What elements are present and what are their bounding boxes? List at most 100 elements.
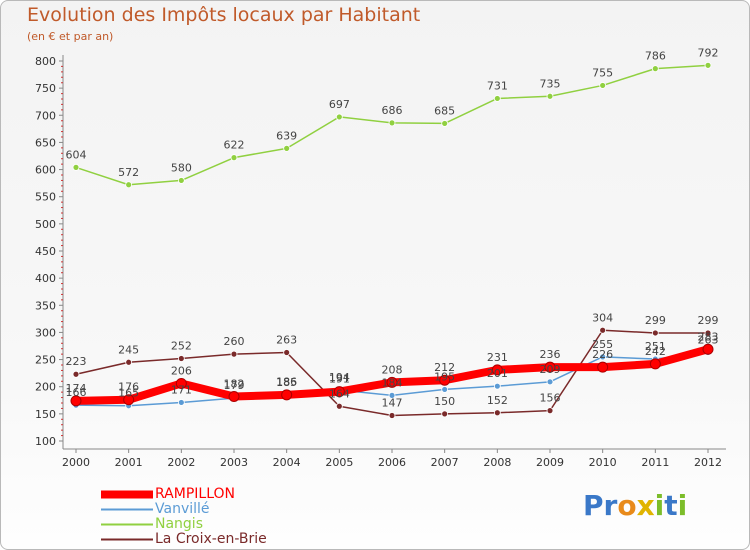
data-point: [281, 389, 293, 401]
data-label: 263: [276, 334, 297, 347]
data-point: [125, 358, 133, 366]
legend-label-nangis: Nangis: [155, 516, 203, 532]
data-point: [441, 120, 449, 127]
data-label: 622: [224, 139, 245, 152]
y-tick-label: 500: [35, 218, 56, 231]
x-tick-label: 2010: [589, 456, 617, 469]
y-tick-label: 750: [35, 82, 56, 95]
legend-label-la-croix-en-brie: La Croix-en-Brie: [155, 531, 267, 547]
data-point: [70, 395, 82, 407]
data-label: 242: [645, 345, 666, 358]
x-tick-label: 2003: [220, 456, 248, 469]
data-point: [175, 377, 187, 389]
legend-swatch-la-croix-en-brie: [101, 538, 153, 541]
x-tick-label: 2006: [378, 456, 406, 469]
data-label: 299: [645, 314, 666, 327]
data-label: 179: [224, 379, 245, 392]
data-point: [599, 82, 607, 89]
x-tick-label: 2000: [62, 456, 90, 469]
data-point: [72, 370, 80, 378]
data-point: [177, 399, 185, 406]
legend-label-rampillon: RAMPILLON: [155, 486, 235, 502]
logo-letter: o: [617, 489, 637, 522]
data-label: 686: [382, 104, 403, 117]
data-point: [597, 361, 609, 373]
y-tick-label: 150: [35, 408, 56, 421]
y-tick-label: 650: [35, 136, 56, 149]
data-label: 206: [171, 364, 192, 377]
logo-letter: P: [583, 489, 604, 522]
logo-letter: i: [677, 489, 688, 522]
y-tick-label: 350: [35, 299, 56, 312]
data-label: 223: [66, 355, 87, 368]
data-label: 792: [698, 46, 719, 59]
data-point: [702, 343, 714, 355]
data-point: [439, 374, 451, 386]
data-point: [544, 361, 556, 373]
y-tick-label: 100: [35, 435, 56, 448]
data-point: [493, 409, 501, 417]
data-label: 182: [224, 377, 245, 390]
data-label: 186: [276, 375, 297, 388]
data-point: [546, 407, 554, 415]
data-label: 209: [540, 363, 561, 376]
data-label: 283: [698, 330, 719, 343]
x-tick-label: 2012: [694, 456, 722, 469]
data-label: 208: [382, 363, 403, 376]
data-label: 185: [276, 376, 297, 389]
data-label: 231: [487, 351, 508, 364]
data-point: [441, 410, 449, 418]
data-label: 255: [592, 338, 613, 351]
y-tick-label: 450: [35, 245, 56, 258]
data-point: [388, 412, 396, 419]
x-tick-label: 2001: [115, 456, 143, 469]
data-point: [704, 329, 712, 337]
data-point: [704, 61, 712, 69]
data-point: [177, 177, 185, 184]
data-label: 236: [540, 348, 561, 361]
data-point: [283, 349, 291, 356]
data-label: 252: [171, 339, 192, 352]
data-label: 755: [592, 66, 613, 79]
y-tick-label: 200: [35, 381, 56, 394]
x-tick-label: 2002: [167, 456, 195, 469]
y-tick-label: 800: [35, 55, 56, 68]
y-tick-label: 400: [35, 272, 56, 285]
legend-swatch-nangis: [101, 523, 153, 526]
data-point: [493, 95, 501, 102]
data-point: [230, 154, 238, 162]
logo-letter: r: [603, 489, 618, 522]
data-label: 263: [698, 334, 719, 347]
data-point: [493, 382, 501, 390]
data-point: [177, 355, 185, 362]
y-tick-label: 600: [35, 164, 56, 177]
data-point: [228, 390, 240, 402]
data-point: [388, 391, 396, 399]
data-label: 195: [434, 370, 455, 383]
data-label: 191: [329, 373, 350, 386]
legend-swatch-vanville: [101, 508, 153, 511]
data-label: 580: [171, 161, 192, 174]
data-point: [335, 402, 343, 410]
data-label: 251: [645, 340, 666, 353]
data-label: 212: [434, 361, 455, 374]
data-point: [546, 378, 554, 386]
logo-letter: t: [664, 489, 678, 522]
data-label: 147: [382, 396, 403, 409]
data-point: [125, 181, 133, 189]
data-label: 165: [118, 387, 139, 400]
logo-letter: i: [654, 489, 665, 522]
data-point: [441, 386, 449, 393]
data-label: 176: [118, 381, 139, 394]
y-tick-label: 700: [35, 109, 56, 122]
data-label: 184: [382, 376, 403, 389]
legend-swatch-rampillon: [101, 490, 153, 499]
data-point: [333, 386, 345, 398]
legend-label-vanville: Vanvillé: [155, 501, 210, 517]
data-point: [283, 144, 291, 152]
chart-title: Evolution des Impôts locaux par Habitant: [27, 4, 421, 26]
chart-subtitle: (en € et par an): [27, 30, 114, 43]
data-label: 152: [487, 394, 508, 407]
data-label: 604: [66, 148, 87, 161]
